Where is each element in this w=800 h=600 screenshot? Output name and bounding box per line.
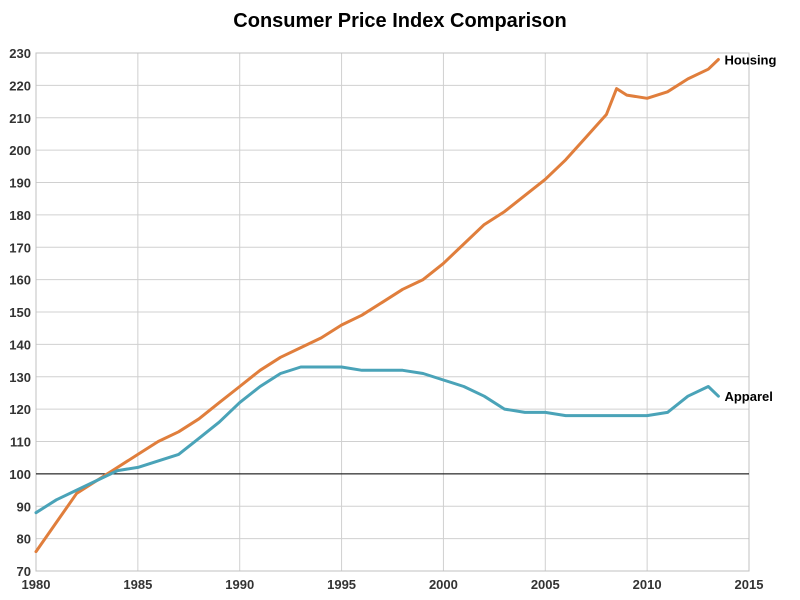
- series-line-apparel: [34, 365, 720, 515]
- y-tick-label: 210: [9, 111, 31, 126]
- y-tick-label: 80: [17, 532, 31, 547]
- x-tick-label: 2010: [633, 577, 662, 592]
- y-tick-label: 120: [9, 402, 31, 417]
- y-tick-label: 190: [9, 176, 31, 191]
- x-tick-label: 1995: [327, 577, 356, 592]
- x-tick-label: 1980: [22, 577, 51, 592]
- axis-ticks: 70 80 90 100 110 120 130 140 150 160 170 180 190 200 2…: [9, 46, 763, 592]
- y-tick-label: 140: [9, 337, 31, 352]
- x-tick-label: 2015: [735, 577, 764, 592]
- y-tick-label: 150: [9, 305, 31, 320]
- series-labels: Housing Apparel: [724, 52, 776, 404]
- y-tick-label: 230: [9, 46, 31, 61]
- y-tick-label: 220: [9, 78, 31, 93]
- y-tick-label: 160: [9, 273, 31, 288]
- y-tick-label: 110: [10, 435, 31, 450]
- x-tick-label: 2005: [531, 577, 560, 592]
- y-tick-label: 180: [9, 208, 31, 223]
- series-label-apparel: Apparel: [724, 389, 772, 404]
- x-tick-label: 1990: [225, 577, 254, 592]
- y-tick-label: 90: [17, 499, 31, 514]
- y-tick-label: 130: [9, 370, 31, 385]
- series-lines: [34, 58, 720, 554]
- y-tick-label: 200: [9, 143, 31, 158]
- grid-lines: [35, 52, 750, 572]
- series-label-housing: Housing: [724, 52, 776, 67]
- y-tick-label: 170: [9, 240, 31, 255]
- y-tick-label: 70: [17, 564, 31, 579]
- x-tick-label: 1985: [123, 577, 152, 592]
- y-tick-label: 100: [9, 467, 31, 482]
- x-tick-label: 2000: [429, 577, 458, 592]
- series-line-housing: [34, 58, 720, 554]
- chart-title: Consumer Price Index Comparison: [233, 10, 566, 32]
- plot-frame: [35, 52, 750, 572]
